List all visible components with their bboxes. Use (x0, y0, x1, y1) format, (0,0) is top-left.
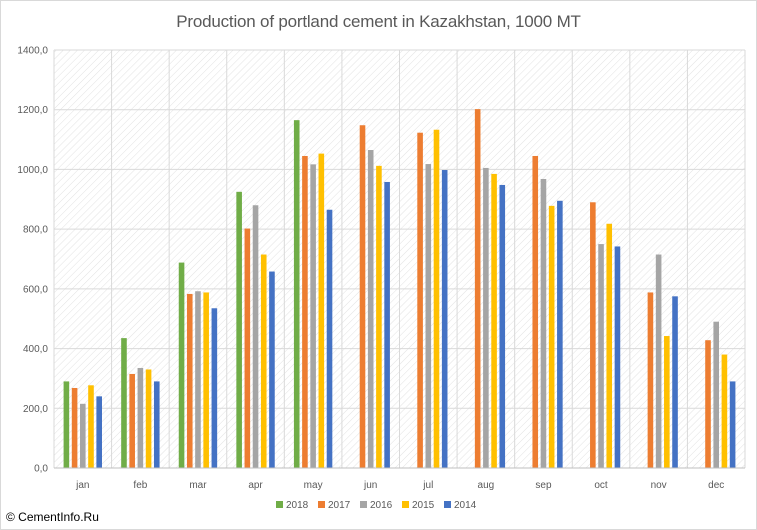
bar-2015-may (318, 153, 325, 468)
legend-label-2018: 2018 (286, 500, 309, 511)
bar-2014-feb (153, 381, 160, 468)
bar-2017-jun (359, 125, 366, 469)
bar-2016-jul (425, 164, 432, 468)
bar-2014-jun (384, 181, 390, 468)
legend-label-2014: 2014 (454, 500, 477, 511)
legend-swatch-2015 (402, 501, 409, 508)
bar-2016-jan (79, 403, 86, 468)
legend-swatch-2018 (276, 501, 283, 508)
x-tick-label: may (304, 480, 323, 491)
bar-2014-jan (96, 396, 102, 468)
bar-2014-apr (269, 271, 275, 468)
x-tick-label: jul (422, 480, 433, 491)
y-tick-label: 800,0 (23, 225, 48, 236)
legend-swatch-2016 (360, 501, 367, 508)
bar-2018-mar (178, 262, 185, 468)
bar-2015-feb (145, 369, 152, 468)
bar-2015-apr (260, 254, 267, 468)
bar-2014-may (326, 209, 333, 468)
bar-2016-sep (540, 178, 547, 469)
copyright-text: © CementInfo.Ru (6, 510, 99, 524)
x-tick-label: aug (478, 480, 495, 491)
x-tick-label: sep (535, 480, 552, 491)
bar-2017-mar (186, 293, 193, 468)
x-tick-label: nov (651, 480, 667, 491)
y-tick-label: 200,0 (23, 404, 48, 415)
x-tick-label: feb (133, 480, 147, 491)
bar-2017-jul (417, 132, 423, 468)
bar-2015-sep (548, 205, 555, 468)
bar-2016-apr (252, 205, 259, 468)
bar-2014-dec (729, 381, 736, 468)
bar-2016-may (310, 164, 316, 469)
bar-2016-dec (713, 321, 720, 468)
bar-2014-sep (557, 200, 563, 468)
bar-2014-aug (499, 184, 506, 468)
bar-2018-apr (236, 191, 242, 469)
legend-label-2016: 2016 (370, 500, 393, 511)
bar-2016-mar (195, 291, 201, 468)
bar-2015-jun (376, 165, 382, 469)
chart-title: Production of portland cement in Kazakhs… (176, 12, 581, 31)
bar-2017-feb (129, 373, 135, 468)
bar-2016-nov (655, 254, 662, 468)
y-tick-label: 1200,0 (17, 105, 48, 116)
bar-2015-oct (606, 223, 613, 468)
x-tick-label: oct (594, 480, 608, 491)
x-tick-label: mar (189, 480, 207, 491)
bar-2015-dec (721, 354, 728, 468)
x-tick-label: dec (708, 480, 724, 491)
bar-2017-may (302, 155, 308, 468)
y-tick-label: 1000,0 (17, 165, 48, 176)
bar-2017-apr (244, 228, 251, 468)
bar-2014-oct (614, 246, 621, 468)
bar-2014-mar (211, 308, 218, 468)
legend-label-2015: 2015 (412, 500, 435, 511)
legend-label-2017: 2017 (328, 500, 351, 511)
bar-2017-jan (71, 387, 78, 468)
y-tick-label: 400,0 (23, 344, 48, 355)
bar-2014-jul (441, 170, 448, 469)
bar-2014-nov (672, 296, 678, 468)
bar-2016-aug (483, 167, 489, 468)
x-tick-label: apr (248, 480, 263, 491)
y-tick-label: 0,0 (34, 464, 48, 475)
legend-swatch-2017 (318, 501, 325, 508)
bar-2017-nov (647, 292, 654, 468)
bar-2017-dec (705, 340, 711, 468)
x-tick-label: jun (363, 480, 377, 491)
bar-2015-jul (433, 129, 440, 468)
bar-2016-feb (137, 367, 144, 468)
bar-2015-nov (664, 336, 670, 468)
bar-2018-may (293, 120, 300, 469)
legend-swatch-2014 (444, 501, 451, 508)
x-tick-label: jan (75, 480, 89, 491)
bar-2018-feb (121, 338, 127, 468)
bar-2018-jan (63, 381, 70, 468)
bar-2016-oct (598, 244, 604, 468)
bar-2017-aug (474, 109, 481, 469)
bar-2016-jun (367, 150, 374, 468)
y-tick-label: 600,0 (23, 284, 48, 295)
bar-2015-jan (88, 385, 94, 468)
bar-2017-sep (532, 155, 539, 468)
bar-2017-oct (590, 202, 596, 468)
bar-2015-mar (203, 292, 209, 468)
bar-2015-aug (491, 173, 497, 468)
y-tick-label: 1400,0 (17, 46, 48, 57)
